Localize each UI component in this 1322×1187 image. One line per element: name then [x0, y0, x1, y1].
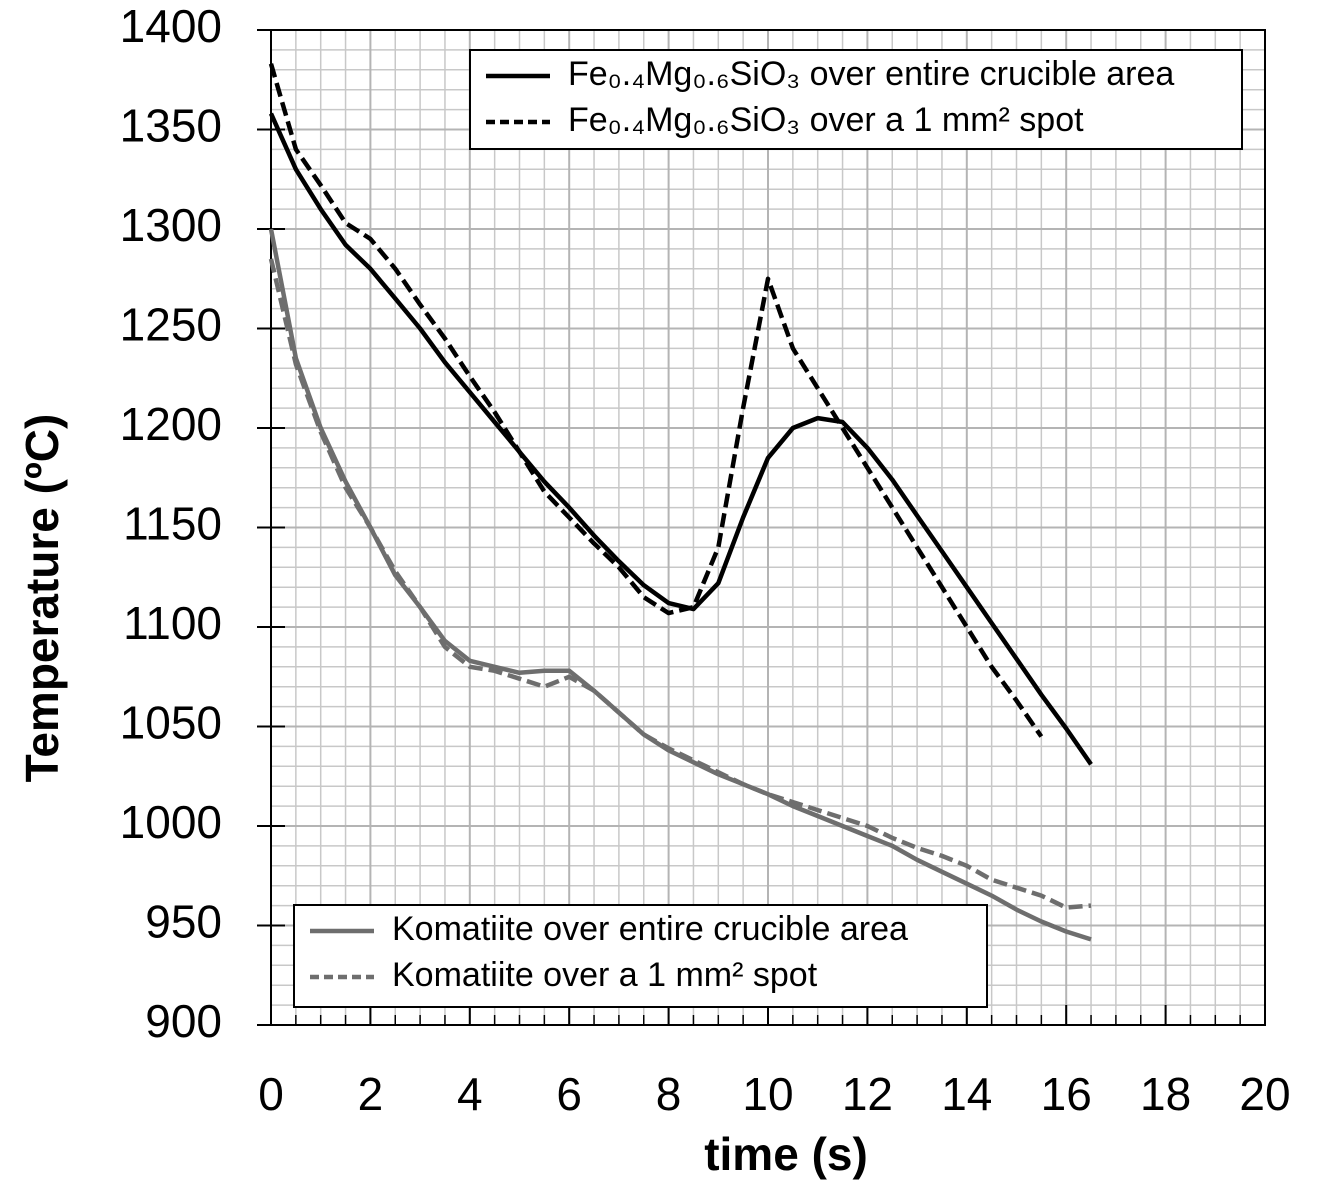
legend-box	[293, 904, 988, 1008]
x-tick-label: 4	[457, 1068, 483, 1120]
x-tick-label: 0	[258, 1068, 284, 1120]
y-tick-label: 1300	[120, 199, 222, 251]
y-tick-label: 1250	[120, 299, 222, 351]
x-tick-label: 8	[656, 1068, 682, 1120]
x-axis-label: time (s)	[704, 1128, 868, 1180]
y-tick-label: 1400	[120, 0, 222, 52]
y-tick-label: 1000	[120, 796, 222, 848]
x-tick-label: 2	[358, 1068, 384, 1120]
legend-label: Fe₀.₄Mg₀.₆SiO₃ over entire crucible area	[568, 55, 1174, 93]
y-tick-label: 1200	[120, 398, 222, 450]
x-tick-label: 6	[556, 1068, 582, 1120]
series-line	[268, 258, 1092, 910]
y-tick-label: 950	[145, 896, 222, 948]
series-line	[268, 228, 1092, 942]
legend-box	[469, 49, 1243, 150]
y-tick-label: 1100	[123, 597, 222, 649]
y-tick-label: 900	[145, 995, 222, 1047]
y-tick-label: 1350	[120, 100, 222, 152]
y-tick-label: 1150	[123, 498, 222, 550]
y-tick-label: 1050	[120, 697, 222, 749]
x-tick-label: 14	[941, 1068, 992, 1120]
y-axis-label: Temperature (ºC)	[16, 414, 68, 783]
legend-label: Komatiite over a 1 mm² spot	[392, 956, 818, 994]
x-tick-label: 16	[1041, 1068, 1092, 1120]
series-line	[268, 112, 1093, 766]
x-tick-label: 18	[1140, 1068, 1191, 1120]
series-line	[268, 63, 1044, 738]
x-tick-label: 10	[742, 1068, 793, 1120]
x-tick-label: 20	[1239, 1068, 1290, 1120]
legend-label: Komatiite over entire crucible area	[392, 910, 908, 948]
legend-label: Fe₀.₄Mg₀.₆SiO₃ over a 1 mm² spot	[568, 101, 1084, 139]
x-tick-label: 12	[842, 1068, 893, 1120]
plot-frame	[270, 29, 1266, 1026]
